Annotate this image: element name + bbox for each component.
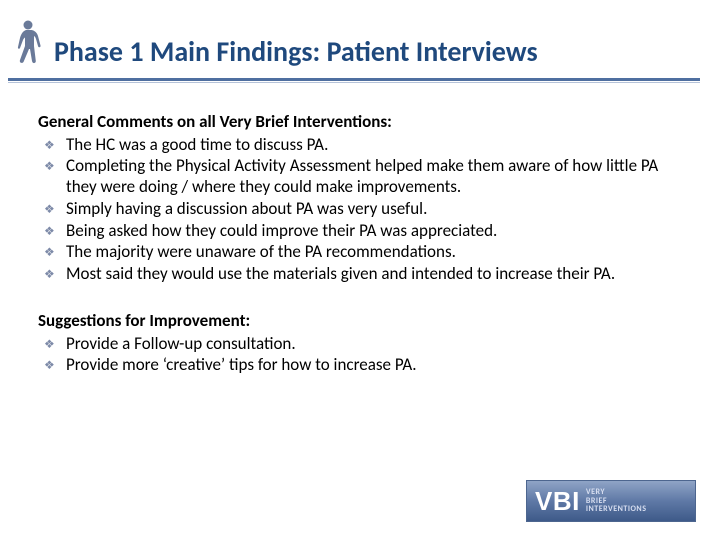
diamond-bullet-icon: ❖ xyxy=(38,156,66,175)
list-item-text: Simply having a discussion about PA was … xyxy=(66,199,682,220)
content-body: General Comments on all Very Brief Inter… xyxy=(0,82,720,376)
vbi-logo: VBI VERY BRIEF INTERVENTIONS xyxy=(526,480,696,522)
section1-list: ❖The HC was a good time to discuss PA. ❖… xyxy=(38,135,682,285)
section2-heading: Suggestions for Improvement: xyxy=(38,311,682,332)
list-item-text: Provide more ‘creative’ tips for how to … xyxy=(66,355,682,376)
diamond-bullet-icon: ❖ xyxy=(38,135,66,154)
diamond-bullet-icon: ❖ xyxy=(38,242,66,261)
list-item-text: Provide a Follow-up consultation. xyxy=(66,334,682,355)
list-item: ❖Provide more ‘creative’ tips for how to… xyxy=(38,355,682,376)
section1-heading: General Comments on all Very Brief Inter… xyxy=(38,112,682,133)
diamond-bullet-icon: ❖ xyxy=(38,199,66,218)
logo-full-text: VERY BRIEF INTERVENTIONS xyxy=(586,488,647,513)
list-item: ❖Provide a Follow-up consultation. xyxy=(38,334,682,355)
list-item: ❖Completing the Physical Activity Assess… xyxy=(38,156,682,197)
list-item: ❖The HC was a good time to discuss PA. xyxy=(38,135,682,156)
diamond-bullet-icon: ❖ xyxy=(38,221,66,240)
logo-abbr: VBI xyxy=(535,486,580,517)
list-item: ❖Being asked how they could improve thei… xyxy=(38,221,682,242)
logo-line-3: INTERVENTIONS xyxy=(586,505,647,513)
list-item: ❖The majority were unaware of the PA rec… xyxy=(38,242,682,263)
slide-title: Phase 1 Main Findings: Patient Interview… xyxy=(54,37,538,72)
list-item-text: Being asked how they could improve their… xyxy=(66,221,682,242)
list-item-text: Completing the Physical Activity Assessm… xyxy=(66,156,682,197)
list-item-text: The majority were unaware of the PA reco… xyxy=(66,242,682,263)
diamond-bullet-icon: ❖ xyxy=(38,355,66,374)
slide: Phase 1 Main Findings: Patient Interview… xyxy=(0,0,720,540)
section2-list: ❖Provide a Follow-up consultation. ❖Prov… xyxy=(38,334,682,376)
diamond-bullet-icon: ❖ xyxy=(38,334,66,353)
list-item-text: The HC was a good time to discuss PA. xyxy=(66,135,682,156)
list-item-text: Most said they would use the materials g… xyxy=(66,264,682,285)
list-item: ❖Simply having a discussion about PA was… xyxy=(38,199,682,220)
walker-icon xyxy=(8,18,48,72)
header: Phase 1 Main Findings: Patient Interview… xyxy=(0,0,720,72)
list-item: ❖Most said they would use the materials … xyxy=(38,264,682,285)
diamond-bullet-icon: ❖ xyxy=(38,264,66,283)
